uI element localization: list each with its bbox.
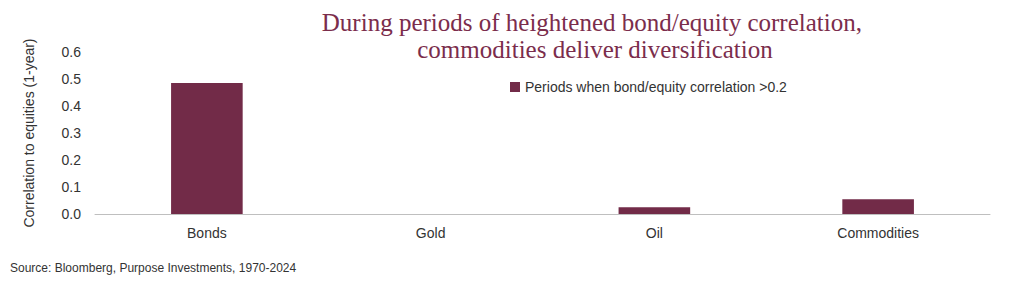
svg-text:0.4: 0.4	[62, 98, 82, 114]
svg-text:Source: Bloomberg, Purpose Inv: Source: Bloomberg, Purpose Investments, …	[10, 261, 296, 275]
svg-text:Gold: Gold	[416, 225, 446, 241]
svg-text:commodities deliver diversific: commodities deliver diversification	[417, 36, 773, 63]
svg-text:Periods when bond/equity corre: Periods when bond/equity correlation >0.…	[525, 79, 787, 95]
svg-text:0.0: 0.0	[62, 206, 82, 222]
svg-text:Commodities: Commodities	[837, 225, 919, 241]
svg-text:0.5: 0.5	[62, 71, 82, 87]
svg-text:During periods of heightened b: During periods of heightened bond/equity…	[322, 9, 868, 36]
svg-text:0.6: 0.6	[62, 44, 82, 60]
svg-text:0.3: 0.3	[62, 125, 82, 141]
svg-text:Oil: Oil	[646, 225, 663, 241]
svg-text:Bonds: Bonds	[187, 225, 227, 241]
svg-text:0.1: 0.1	[62, 179, 82, 195]
svg-text:0.2: 0.2	[62, 152, 82, 168]
svg-text:Correlation to equities (1-yea: Correlation to equities (1-year)	[21, 38, 37, 227]
